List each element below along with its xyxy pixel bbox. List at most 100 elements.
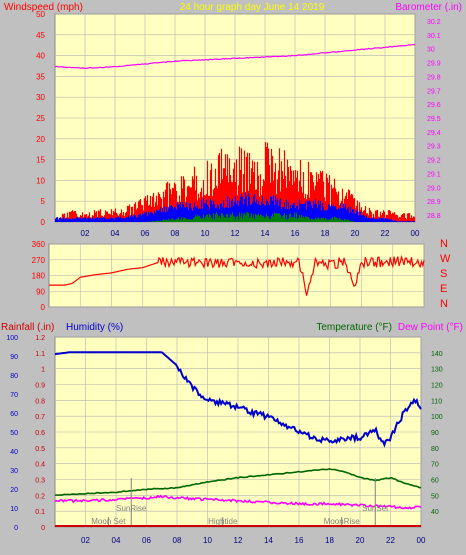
rainfall-tick-label: 1 — [41, 367, 45, 374]
rainfall-tick-label: 0.6 — [35, 430, 45, 437]
humidity-axis-label: Humidity (%) — [66, 322, 123, 333]
wind-time-tick-label: 06 — [141, 229, 150, 238]
humidity-time-tick-label: 20 — [356, 536, 365, 545]
rainfall-tick-label: 0.2 — [35, 493, 45, 500]
humidity-tick-label: 20 — [10, 487, 18, 494]
barometer-tick-label: 29.6 — [427, 102, 441, 109]
temperature-tick-label: 140 — [431, 351, 443, 358]
windspeed-axis-label: Windspeed (mph) — [4, 2, 83, 13]
barometer-tick-label: 29.7 — [427, 88, 441, 95]
humidity-tick-label: 90 — [10, 354, 18, 361]
humidity-time-tick-label: 22 — [386, 536, 395, 545]
event-label: Hightide — [208, 517, 238, 526]
humidity-time-tick-label: 16 — [295, 536, 304, 545]
wind-time-tick-label: 04 — [111, 229, 120, 238]
humidity-tick-label: 60 — [10, 411, 18, 418]
humidity-time-tick-label: 06 — [142, 536, 151, 545]
series-barometer — [54, 43, 416, 70]
windspeed-tick-label: 25 — [36, 114, 45, 123]
temperature-tick-label: 100 — [431, 414, 443, 421]
humidity-time-tick-label: 02 — [81, 536, 90, 545]
barometer-tick-label: 28.9 — [427, 199, 441, 206]
barometer-tick-label: 28.8 — [427, 213, 441, 220]
rainfall-tick-label: 0.1 — [35, 509, 45, 516]
humidity-time-tick-label: 08 — [173, 536, 182, 545]
barometer-tick-label: 29.0 — [427, 185, 441, 192]
direction-tick-label: 360 — [32, 240, 46, 249]
series-dewpoint — [54, 494, 422, 510]
series-humidity — [54, 351, 422, 448]
rainfall-tick-label: 0.9 — [35, 383, 45, 390]
temperature-tick-label: 120 — [431, 383, 443, 390]
humidity-tick-label: 50 — [10, 430, 18, 437]
rainfall-tick-label: 0.4 — [35, 462, 45, 469]
barometer-tick-label: 29.8 — [427, 74, 441, 81]
barometer-tick-label: 29.9 — [427, 61, 441, 68]
rainfall-tick-label: 0.3 — [35, 478, 45, 485]
rainfall-axis-label: Rainfall (.in) — [1, 322, 54, 333]
event-label: MoonRise — [324, 517, 361, 526]
barometer-tick-label: 29.5 — [427, 116, 441, 123]
windspeed-tick-label: 30 — [36, 93, 45, 102]
windspeed-tick-label: 20 — [36, 135, 45, 144]
barometer-tick-label: 29.2 — [427, 158, 441, 165]
humidity-time-tick-label: 18 — [325, 536, 334, 545]
wind-time-tick-label: 14 — [261, 229, 270, 238]
humidity-tick-label: 100 — [6, 335, 18, 342]
rainfall-tick-label: 0.8 — [35, 398, 45, 405]
wind-time-tick-label: 20 — [351, 229, 360, 238]
temperature-tick-label: 90 — [431, 430, 439, 437]
windspeed-tick-label: 45 — [36, 31, 45, 40]
temperature-tick-label: 70 — [431, 462, 439, 469]
wind-time-tick-label: 12 — [231, 229, 240, 238]
wind-time-tick-label: 08 — [171, 229, 180, 238]
humidity-tick-label: 70 — [10, 392, 18, 399]
humidity-tick-label: 10 — [10, 506, 18, 513]
wind-time-tick-label: 02 — [81, 229, 90, 238]
event-label: Moon Set — [91, 517, 126, 526]
windspeed-tick-label: 0 — [41, 218, 46, 227]
windspeed-tick-label: 35 — [36, 72, 45, 81]
compass-label: S — [440, 268, 447, 280]
compass-label: E — [440, 283, 447, 295]
windspeed-tick-label: 40 — [36, 52, 45, 61]
barometer-tick-label: 29.3 — [427, 144, 441, 151]
humidity-tick-label: 80 — [10, 373, 18, 380]
rainfall-tick-label: 1.1 — [35, 351, 45, 358]
temperature-axis-label: Temperature (°F) — [316, 322, 392, 333]
wind-time-tick-label: 00 — [411, 229, 420, 238]
series-direction — [49, 254, 425, 296]
humidity-time-tick-label: 10 — [203, 536, 212, 545]
compass-label: N — [440, 238, 448, 250]
wind-time-tick-label: 18 — [321, 229, 330, 238]
windspeed-tick-label: 15 — [36, 156, 45, 165]
humidity-time-tick-label: 00 — [417, 536, 426, 545]
humidity-time-tick-label: 12 — [234, 536, 243, 545]
humidity-temperature-panel: 0 0.1 0.2 0.3 0.4 0.5 0.6 0.7 0.8 0.9 1 1.1 1.2 0 10 20… — [6, 335, 442, 545]
barometer-tick-label: 29.1 — [427, 171, 441, 178]
rainfall-tick-label: 0.5 — [35, 446, 45, 453]
temperature-tick-label: 60 — [431, 478, 439, 485]
dewpoint-axis-label: Dew Point (°F) — [398, 322, 463, 333]
compass-label: W — [440, 253, 451, 265]
graph-title: 24 hour graph day June 14 2019 — [180, 2, 325, 13]
barometer-tick-label: 30.2 — [427, 19, 441, 26]
series-temperature — [54, 468, 422, 497]
rainfall-tick-label: 0 — [41, 525, 45, 532]
temperature-tick-label: 110 — [431, 398, 442, 405]
windspeed-tick-label: 50 — [36, 10, 45, 19]
temperature-tick-label: 50 — [431, 493, 439, 500]
wind-time-tick-label: 16 — [291, 229, 300, 238]
wind-time-tick-label: 22 — [381, 229, 390, 238]
compass-label: N — [440, 298, 448, 310]
event-label: SunRise — [116, 504, 147, 513]
direction-tick-label: 90 — [36, 287, 45, 296]
barometer-tick-label: 29.4 — [427, 130, 441, 137]
windspeed-tick-label: 10 — [36, 176, 45, 185]
direction-tick-label: 0 — [41, 303, 46, 312]
temperature-tick-label: 130 — [431, 367, 443, 374]
temperature-tick-label: 40 — [431, 509, 439, 516]
direction-tick-label: 270 — [32, 256, 46, 265]
humidity-time-tick-label: 04 — [112, 536, 121, 545]
